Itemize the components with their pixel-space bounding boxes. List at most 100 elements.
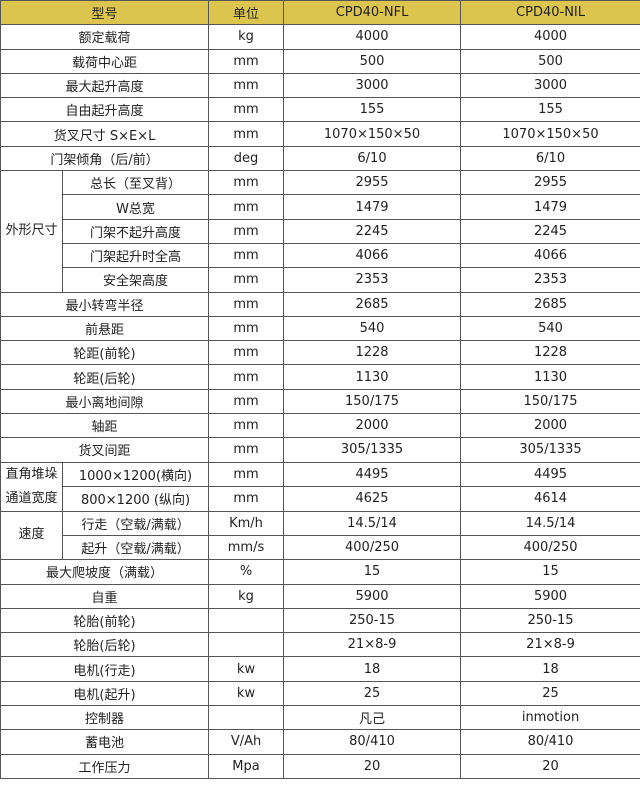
table-row: 工作压力 Mpa 20 20 — [0, 753, 640, 779]
table-row: 外形尺寸 总长（至叉背） mm 2955 2955 — [0, 170, 640, 293]
value-col2: 4614 — [460, 486, 640, 512]
table-row: 最小离地间隙 mm 150/175 150/175 — [0, 388, 640, 415]
table-row: 轮距(前轮) mm 1228 1228 — [0, 340, 640, 366]
value-col2: 1070×150×50 — [460, 121, 640, 147]
unit-cell: mm/s — [208, 534, 285, 561]
value-col1: 155 — [283, 97, 462, 123]
value-col2: 25 — [460, 680, 640, 707]
value-col1: 6/10 — [283, 145, 462, 172]
value-col1: 2245 — [283, 218, 462, 244]
value-col1: 3000 — [283, 72, 462, 99]
unit-cell: mm — [208, 315, 285, 342]
table-row: 直角堆垛通道宽度 1000×1200(横向) mm 4495 4495 — [0, 461, 640, 512]
unit-cell: kg — [208, 583, 285, 609]
table-row: 自由起升高度 mm 155 155 — [0, 97, 640, 123]
value-col1: 1228 — [283, 340, 462, 366]
unit-cell: mm — [208, 364, 285, 390]
value-col1: 2685 — [283, 291, 462, 317]
unit-cell: mm — [208, 340, 285, 366]
table-row: 门架起升时全高 mm 4066 4066 — [1, 242, 640, 269]
table-row: 电机(起升) kw 25 25 — [0, 680, 640, 707]
unit-cell: mm — [208, 242, 285, 269]
table-row: 前悬距 mm 540 540 — [0, 315, 640, 342]
unit-cell: mm — [208, 413, 285, 439]
header-model: 型号 — [0, 0, 210, 26]
group-label: 外形尺寸 — [0, 170, 63, 293]
unit-cell: mm — [208, 48, 285, 74]
row-label: 轮距(后轮) — [0, 364, 210, 390]
value-col2: 80/410 — [460, 729, 640, 755]
value-col1: 1130 — [283, 364, 462, 390]
value-col1: 305/1335 — [283, 437, 462, 463]
row-label: 安全架高度 — [61, 267, 210, 293]
table-row: 门架不起升高度 mm 2245 2245 — [1, 218, 640, 244]
value-col2: 2245 — [460, 218, 640, 244]
spec-table: 型号 单位 CPD40-NFL CPD40-NIL 额定载荷 kg 4000 4000… — [0, 0, 640, 779]
value-col2: 1479 — [460, 194, 640, 220]
unit-cell: % — [208, 559, 285, 585]
row-label: 货叉间距 — [0, 437, 210, 463]
value-col1: 21×8-9 — [283, 632, 462, 658]
value-col2: 400/250 — [460, 534, 640, 561]
value-col1: 14.5/14 — [283, 510, 462, 536]
table-row: 货叉尺寸 S×E×L mm 1070×150×50 1070×150×50 — [0, 121, 640, 147]
row-label: 总长（至叉背） — [61, 170, 210, 196]
value-col1: 20 — [283, 753, 462, 779]
row-label: 电机(起升) — [0, 680, 210, 707]
value-col2: 1228 — [460, 340, 640, 366]
value-col1: 250-15 — [283, 607, 462, 634]
unit-cell — [208, 705, 285, 731]
value-col1: 1479 — [283, 194, 462, 220]
unit-cell: mm — [208, 72, 285, 99]
row-label: 货叉尺寸 S×E×L — [0, 121, 210, 147]
row-label: 门架倾角（后/前） — [0, 145, 210, 172]
value-col1: 80/410 — [283, 729, 462, 755]
row-label: 自重 — [0, 583, 210, 609]
value-col1: 150/175 — [283, 388, 462, 415]
row-label: W总宽 — [61, 194, 210, 220]
unit-cell: mm — [208, 97, 285, 123]
unit-cell: mm — [208, 267, 285, 293]
value-col2: 2685 — [460, 291, 640, 317]
row-label: 轮胎(前轮) — [0, 607, 210, 634]
value-col1: 4000 — [283, 24, 462, 50]
value-col2: 150/175 — [460, 388, 640, 415]
row-label: 门架不起升高度 — [61, 218, 210, 244]
value-col2: 4000 — [460, 24, 640, 50]
table-row: 蓄电池 V/Ah 80/410 80/410 — [0, 729, 640, 755]
table-row: 门架倾角（后/前） deg 6/10 6/10 — [0, 145, 640, 172]
unit-cell — [208, 607, 285, 634]
value-col1: 凡己 — [283, 705, 462, 731]
value-col2: 540 — [460, 315, 640, 342]
table-row: 额定载荷 kg 4000 4000 — [0, 24, 640, 50]
value-col2: 6/10 — [460, 145, 640, 172]
group-label: 速度 — [0, 510, 63, 561]
unit-cell: Km/h — [208, 510, 285, 536]
unit-cell: mm — [208, 388, 285, 415]
value-col2: 2353 — [460, 267, 640, 293]
value-col1: 2955 — [283, 170, 462, 196]
table-row: 800×1200 (纵向) mm 4625 4614 — [1, 486, 640, 512]
value-col1: 4625 — [283, 486, 462, 512]
row-label: 轮距(前轮) — [0, 340, 210, 366]
row-label: 最小转弯半径 — [0, 291, 210, 317]
value-col2: 21×8-9 — [460, 632, 640, 658]
table-row: 起升（空载/满载） mm/s 400/250 400/250 — [1, 534, 640, 561]
value-col1: 4066 — [283, 242, 462, 269]
value-col2: 5900 — [460, 583, 640, 609]
value-col1: 2000 — [283, 413, 462, 439]
row-label: 最大起升高度 — [0, 72, 210, 99]
table-row: 轮距(后轮) mm 1130 1130 — [0, 364, 640, 390]
table-row: 轮胎(前轮) 250-15 250-15 — [0, 607, 640, 634]
row-label: 1000×1200(横向) — [61, 461, 210, 488]
row-label: 载荷中心距 — [0, 48, 210, 74]
value-col1: 500 — [283, 48, 462, 74]
value-col2: 3000 — [460, 72, 640, 99]
unit-cell: Mpa — [208, 753, 285, 779]
row-label: 额定载荷 — [0, 24, 210, 50]
value-col1: 15 — [283, 559, 462, 585]
unit-cell: mm — [208, 121, 285, 147]
header-row: 型号 单位 CPD40-NFL CPD40-NIL — [0, 0, 640, 26]
table-row: W总宽 mm 1479 1479 — [1, 194, 640, 220]
table-row: 货叉间距 mm 305/1335 305/1335 — [0, 437, 640, 463]
